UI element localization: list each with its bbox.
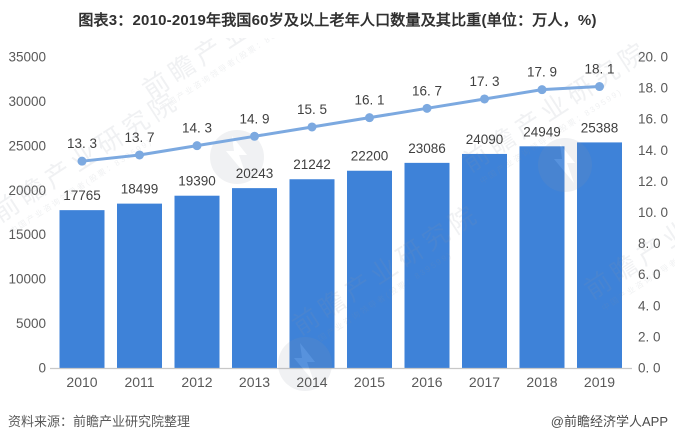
line-marker: [595, 82, 604, 92]
x-axis-label: 2017: [469, 374, 500, 390]
bar-value-label: 22200: [351, 149, 389, 164]
percent-label: 17. 9: [527, 65, 557, 80]
x-axis-label: 2014: [296, 374, 327, 390]
x-axis-label: 2018: [526, 374, 557, 390]
line-marker: [307, 122, 317, 132]
bar: [519, 146, 565, 368]
right-axis-tick: 10. 0: [638, 205, 668, 220]
bar-value-label: 24090: [466, 132, 504, 147]
bar: [232, 188, 277, 368]
percent-label: 16. 7: [412, 83, 442, 98]
x-axis-label: 2013: [239, 374, 270, 390]
bar: [289, 179, 335, 368]
percent-label: 18. 1: [584, 62, 614, 77]
line-marker: [480, 94, 489, 104]
bar-value-label: 17765: [63, 188, 101, 203]
bar: [462, 153, 507, 368]
x-axis-label: 2011: [124, 374, 154, 390]
line-marker: [135, 150, 144, 160]
watermark-logo-bolt: [226, 136, 247, 175]
bar-value-label: 18499: [121, 182, 159, 197]
line-marker: [422, 103, 432, 113]
watermark-logo-circle: [278, 337, 332, 391]
x-axis-label: 2012: [181, 374, 212, 390]
right-axis-tick: 0. 0: [638, 361, 661, 376]
line-marker: [365, 113, 374, 123]
source-note: 资料来源：前瞻产业研究院整理: [8, 414, 191, 429]
percent-label: 17. 3: [469, 74, 499, 89]
right-axis-tick: 16. 0: [638, 112, 668, 127]
line-marker: [192, 141, 202, 151]
watermark-logo: [210, 130, 264, 184]
x-axis-label: 2016: [411, 374, 442, 390]
percent-label: 16. 1: [354, 93, 384, 108]
percent-label: 14. 9: [239, 111, 269, 126]
right-axis-tick: 20. 0: [638, 50, 668, 65]
percent-label: 13. 7: [124, 130, 154, 145]
left-axis-tick: 20000: [8, 183, 46, 198]
bar: [347, 170, 392, 368]
watermark-logo-bolt: [554, 144, 575, 183]
chart-title: 图表3：2010-2019年我国60岁及以上老年人口数量及其比重(单位：万人，%…: [78, 12, 597, 29]
x-axis-label: 2010: [66, 374, 97, 390]
right-axis-tick: 4. 0: [638, 298, 661, 313]
watermark-logo: [538, 138, 592, 192]
right-axis-tick: 8. 0: [638, 236, 661, 251]
left-axis-tick: 5000: [16, 316, 46, 331]
x-axis-label: 2019: [584, 374, 615, 390]
left-axis-tick: 35000: [8, 50, 46, 65]
watermark-brand: 前瞻产业研究院: [137, 38, 335, 105]
bars-group: [59, 142, 622, 368]
bar: [577, 142, 622, 368]
bar: [117, 203, 162, 368]
watermark-logo-circle: [538, 138, 592, 192]
right-axis-tick: 6. 0: [638, 267, 661, 282]
bar-value-label: 21242: [293, 157, 331, 172]
left-axis-tick: 30000: [8, 94, 46, 109]
bar: [174, 195, 220, 368]
left-axis-tick: 15000: [8, 227, 46, 242]
percent-label: 13. 3: [67, 136, 97, 151]
bar: [59, 210, 105, 368]
line-marker: [537, 85, 547, 95]
left-axis-tick: 10000: [8, 272, 46, 287]
percent-label: 14. 3: [182, 121, 212, 136]
right-axis-tick: 2. 0: [638, 329, 661, 344]
bar-value-label: 25388: [581, 120, 619, 135]
line-marker: [77, 156, 87, 166]
combo-chart-svg: 0 5000 10000 15000 20000 25000 30000 35000 0. 0 2…: [0, 38, 675, 391]
right-axis-tick: 14. 0: [638, 143, 668, 158]
bar-value-label: 24949: [523, 124, 561, 139]
right-axis-tick: 18. 0: [638, 81, 668, 96]
bar-value-label: 23086: [408, 141, 446, 156]
left-axis-tick: 25000: [8, 138, 46, 153]
percent-line: [81, 85, 600, 163]
right-axis-tick: 12. 0: [638, 174, 668, 189]
credit-note: @前瞻经济学人APP: [550, 414, 668, 429]
watermark-logo-bolt: [294, 343, 315, 382]
bar-value-label: 20243: [236, 166, 274, 181]
x-axis-label: 2015: [354, 374, 385, 390]
percent-label: 15. 5: [297, 102, 327, 117]
watermark-logo-circle: [210, 130, 264, 184]
bar: [404, 162, 450, 368]
line-marker: [250, 131, 259, 141]
bar-value-label: 19390: [178, 174, 216, 189]
watermark-logo: [278, 337, 332, 391]
left-axis-tick: 0: [38, 361, 46, 376]
